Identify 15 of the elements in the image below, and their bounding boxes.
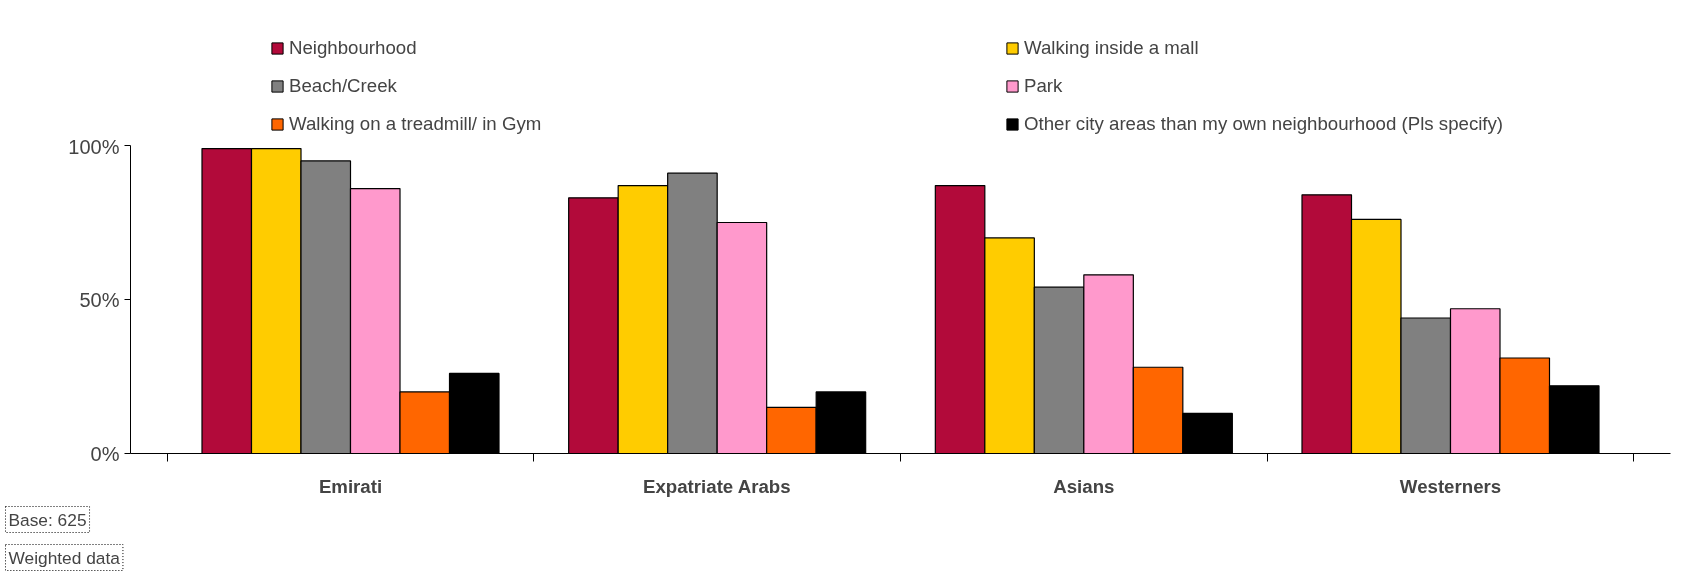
y-tick-label: 100% — [68, 135, 120, 158]
y-tick-label: 50% — [79, 288, 120, 311]
text: Weighted data — [8, 547, 121, 568]
x-tick-label: Emirati — [318, 475, 383, 497]
x-tick-label: Asians — [1053, 475, 1115, 497]
legend-label: Neighbourhood — [289, 37, 418, 59]
x-tick-label: Westerners — [1399, 475, 1502, 497]
legend-label: Beach/Creek — [289, 75, 398, 97]
legend-label: Walking inside a mall — [1024, 37, 1200, 59]
text: Base: 625 — [8, 509, 87, 530]
x-tick-label: Expatriate Arabs — [643, 475, 791, 497]
legend-label: Park — [1024, 75, 1064, 97]
legend-label: Walking on a treadmill/ in Gym — [289, 113, 543, 135]
legend-label: Other city areas than my own neighbourhood (Pls specify) — [1024, 113, 1505, 135]
y-tick-label: 0% — [90, 442, 120, 465]
